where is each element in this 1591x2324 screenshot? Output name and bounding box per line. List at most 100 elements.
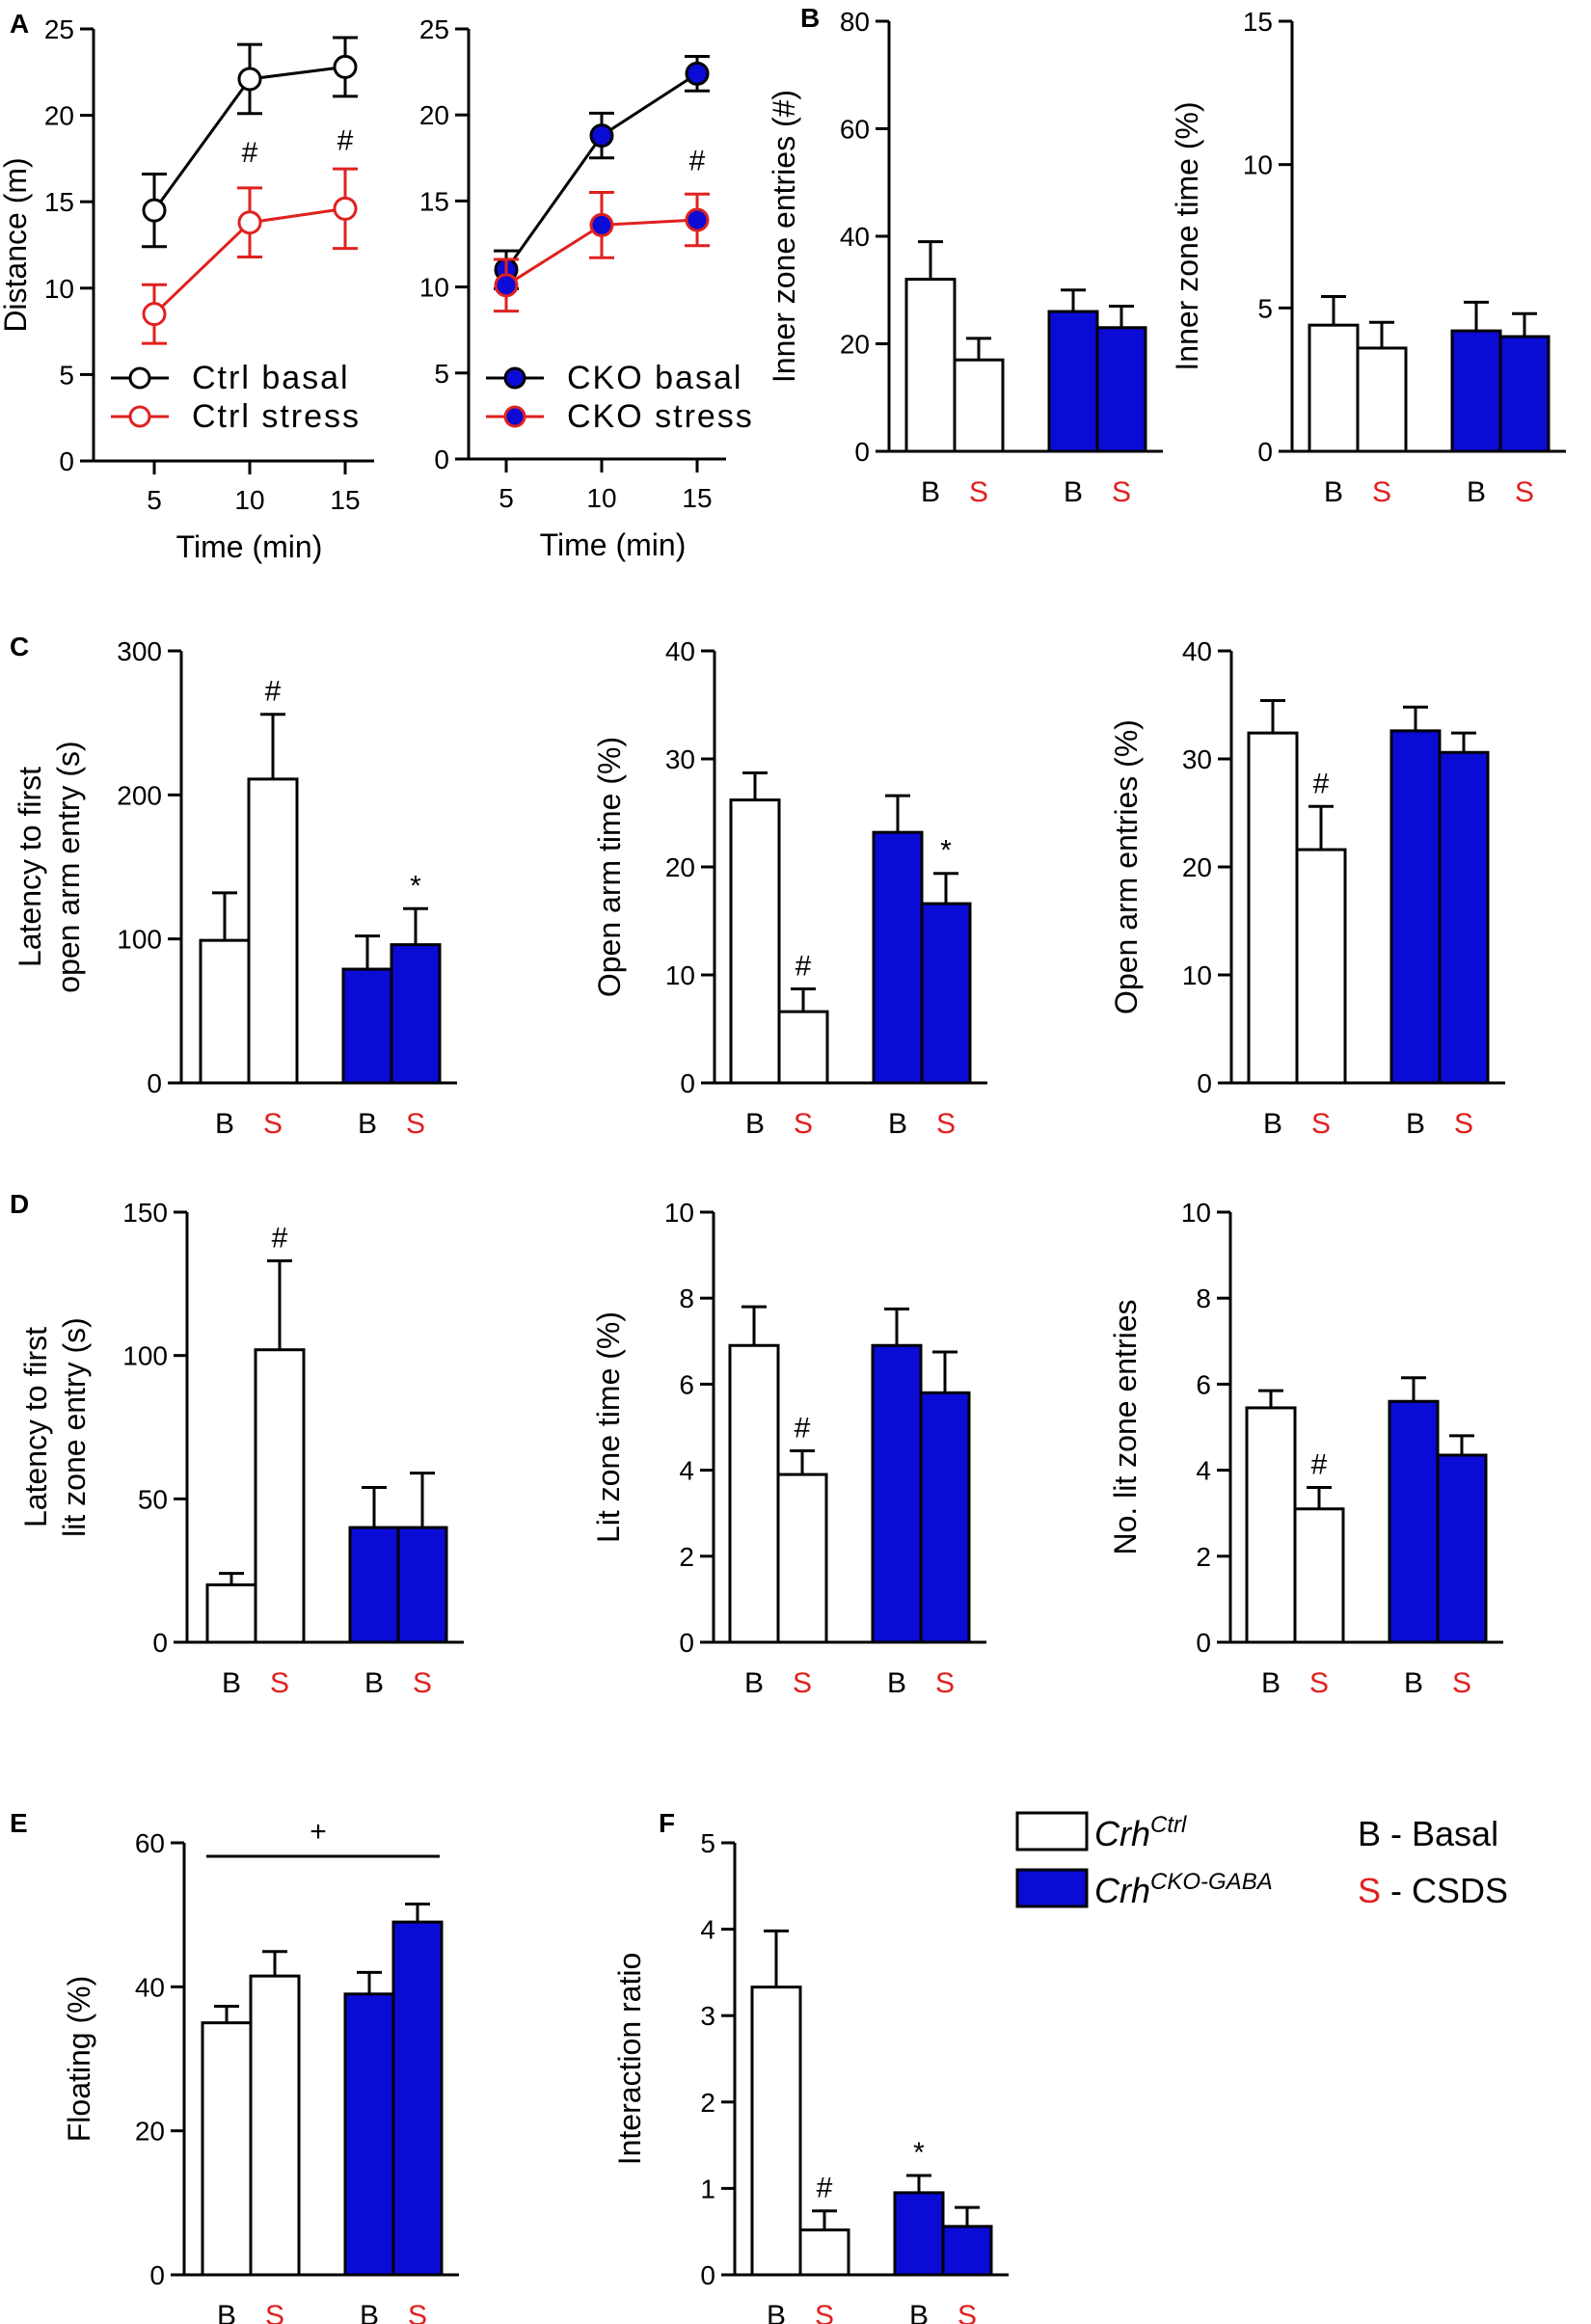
a2-data-point bbox=[589, 212, 614, 237]
c2-y-tick-label: 20 bbox=[665, 852, 695, 882]
b1-y-tick-label: 60 bbox=[840, 115, 870, 145]
b1-bar bbox=[953, 358, 1005, 453]
e1-bar bbox=[249, 1974, 301, 2277]
a1-x-tick-label: 10 bbox=[234, 485, 264, 515]
c3-y-tick-label: 10 bbox=[1182, 960, 1212, 990]
e1-y-tick-label: 40 bbox=[135, 1972, 165, 2002]
d1-panel-label: D bbox=[10, 1189, 29, 1219]
b1-x-tick-label: B bbox=[1064, 476, 1083, 508]
d3-bar bbox=[1436, 1453, 1488, 1644]
a1-y-tick-label: 10 bbox=[44, 274, 74, 304]
d1-y-axis-label: Latency to first bbox=[18, 1327, 53, 1527]
b1-bar bbox=[904, 278, 957, 453]
a2-data-point bbox=[494, 273, 519, 298]
d1-bar bbox=[348, 1526, 400, 1644]
f1-x-tick-label: B bbox=[767, 2300, 786, 2324]
d2-y-tick-label: 2 bbox=[679, 1542, 694, 1572]
c1-bar bbox=[247, 777, 299, 1085]
d2-y-tick-label: 10 bbox=[664, 1198, 694, 1228]
legend-ctrl-label: CrhCtrl bbox=[1094, 1812, 1187, 1853]
a1-data-point bbox=[142, 302, 167, 327]
d3-y-tick-label: 6 bbox=[1196, 1369, 1211, 1399]
c3-y-tick-label: 40 bbox=[1182, 636, 1212, 666]
c3-x-tick-label: B bbox=[1406, 1108, 1425, 1140]
d1-bar bbox=[396, 1526, 448, 1644]
d1-x-tick-label: S bbox=[270, 1667, 289, 1699]
e1-bar bbox=[201, 2021, 253, 2277]
c2-y-tick-label: 0 bbox=[680, 1068, 695, 1098]
d1-x-tick-label: S bbox=[413, 1667, 432, 1699]
d3-y-tick-label: 4 bbox=[1196, 1456, 1211, 1486]
c2-x-tick-label: S bbox=[794, 1108, 813, 1140]
c2-significance-mark: * bbox=[940, 835, 952, 867]
d2-y-tick-label: 4 bbox=[679, 1456, 694, 1486]
d2-y-tick-label: 0 bbox=[679, 1628, 694, 1658]
a2-data-point bbox=[589, 123, 614, 149]
b2-bar bbox=[1450, 329, 1502, 453]
a2-y-tick-label: 25 bbox=[419, 14, 449, 44]
a2-legend-label: CKO stress bbox=[567, 398, 754, 435]
e1-x-tick-label: B bbox=[217, 2300, 236, 2324]
d1-y-tick-label: 100 bbox=[122, 1341, 168, 1371]
c2-bar bbox=[920, 902, 972, 1085]
c3-bar bbox=[1438, 750, 1490, 1085]
a2-data-point bbox=[685, 61, 710, 86]
e1-y-tick-label: 60 bbox=[135, 1828, 165, 1858]
a2-x-tick-label: 15 bbox=[682, 483, 712, 513]
d3-x-tick-label: B bbox=[1261, 1667, 1281, 1699]
b2-bar bbox=[1356, 346, 1408, 453]
b1-y-axis-label: Inner zone entries (#) bbox=[767, 90, 801, 383]
e1-x-tick-label: S bbox=[408, 2300, 427, 2324]
c1-significance-mark: # bbox=[265, 676, 282, 708]
f1-significance-mark: * bbox=[913, 2137, 925, 2169]
a2-legend-marker bbox=[503, 366, 526, 390]
c1-bar bbox=[341, 967, 393, 1085]
a1-legend-label: Ctrl stress bbox=[192, 398, 361, 435]
a1-y-tick-label: 20 bbox=[44, 101, 74, 131]
b2-y-tick-label: 15 bbox=[1243, 7, 1273, 37]
c2-y-tick-label: 40 bbox=[665, 636, 695, 666]
f1-y-tick-label: 4 bbox=[700, 1915, 715, 1945]
f1-panel-label: F bbox=[659, 1808, 675, 1838]
f1-bar bbox=[893, 2191, 945, 2277]
e1-y-tick-label: 0 bbox=[149, 2260, 165, 2290]
f1-y-axis-label: Interaction ratio bbox=[612, 1953, 647, 2166]
d2-x-tick-label: S bbox=[935, 1667, 955, 1699]
a1-significance-mark: # bbox=[242, 137, 258, 169]
a1-data-point bbox=[142, 198, 167, 223]
f1-y-tick-label: 3 bbox=[700, 2001, 715, 2031]
d1-x-tick-label: B bbox=[364, 1667, 384, 1699]
d2-bar bbox=[871, 1343, 923, 1644]
f1-x-tick-label: B bbox=[909, 2300, 929, 2324]
c1-y-tick-label: 300 bbox=[117, 636, 162, 666]
a1-y-axis-label: Distance (m) bbox=[0, 157, 33, 332]
d1-x-tick-label: B bbox=[222, 1667, 241, 1699]
a1-data-point bbox=[333, 196, 358, 221]
a2-y-tick-label: 20 bbox=[419, 100, 449, 130]
a1-panel-label: A bbox=[10, 9, 29, 39]
a1-data-point bbox=[333, 54, 358, 79]
a2-significance-mark: # bbox=[689, 145, 706, 176]
d1-bar bbox=[254, 1348, 306, 1644]
a1-y-tick-label: 25 bbox=[44, 14, 74, 44]
c3-y-axis-label: Open arm entries (%) bbox=[1109, 719, 1144, 1014]
b2-y-axis-label: Inner zone time (%) bbox=[1170, 101, 1204, 370]
c2-y-tick-label: 30 bbox=[665, 744, 695, 774]
d3-y-tick-label: 8 bbox=[1196, 1284, 1211, 1313]
b1-bar bbox=[1095, 326, 1147, 453]
a2-legend-label: CKO basal bbox=[567, 360, 742, 396]
d2-bar bbox=[919, 1391, 971, 1644]
c1-x-tick-label: S bbox=[406, 1108, 425, 1140]
d1-y-axis-label: lit zone entry (s) bbox=[57, 1317, 92, 1537]
b1-x-tick-label: B bbox=[921, 476, 940, 508]
d3-significance-mark: # bbox=[1311, 1448, 1328, 1480]
c2-bar bbox=[777, 1010, 829, 1085]
c3-significance-mark: # bbox=[1313, 768, 1330, 799]
b2-x-tick-label: S bbox=[1515, 476, 1534, 508]
d3-bar bbox=[1388, 1399, 1440, 1644]
a2-x-tick-label: 10 bbox=[586, 483, 616, 513]
c2-x-tick-label: B bbox=[888, 1108, 907, 1140]
a1-x-axis-label: Time (min) bbox=[176, 529, 323, 564]
e1-x-tick-label: S bbox=[265, 2300, 284, 2324]
f1-y-tick-label: 0 bbox=[700, 2260, 715, 2290]
